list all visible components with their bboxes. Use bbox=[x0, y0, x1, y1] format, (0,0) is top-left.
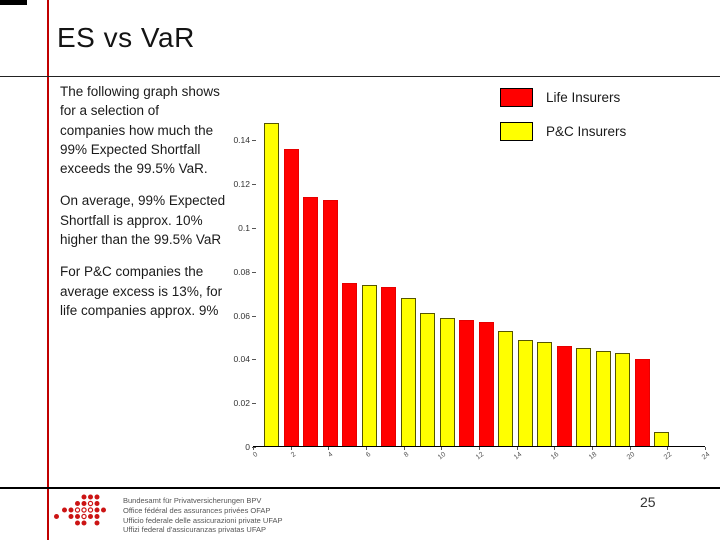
y-tick-mark bbox=[252, 403, 256, 405]
y-tick-label: 0 bbox=[245, 442, 250, 452]
x-tick-label: 20 bbox=[625, 451, 636, 462]
chart-bar bbox=[420, 313, 435, 447]
chart-legend: Life Insurers P&C Insurers bbox=[500, 88, 626, 156]
chart-bar bbox=[459, 320, 474, 447]
footer-org-line: Office fédéral des assurances privées OF… bbox=[123, 505, 271, 515]
header-divider bbox=[0, 76, 720, 77]
chart-bar bbox=[303, 197, 318, 447]
legend-row: P&C Insurers bbox=[500, 122, 626, 141]
legend-label: P&C Insurers bbox=[546, 124, 627, 139]
y-tick-mark bbox=[252, 447, 256, 448]
chart-bar bbox=[361, 285, 377, 447]
bpv-logo bbox=[54, 494, 106, 526]
chart-bar bbox=[342, 283, 357, 447]
chart-bar bbox=[264, 123, 279, 447]
x-tick-mark bbox=[479, 447, 480, 450]
chart-bar bbox=[654, 432, 669, 447]
chart-bar bbox=[283, 149, 299, 447]
y-tick-mark bbox=[252, 228, 256, 229]
footer-org-line: Ufficio federale delle assicurazioni pri… bbox=[123, 515, 283, 525]
x-tick-mark bbox=[403, 447, 405, 450]
x-tick-label: 18 bbox=[587, 451, 599, 462]
chart-bar bbox=[322, 200, 338, 447]
footer-divider bbox=[0, 487, 720, 489]
chart-bar bbox=[439, 318, 455, 447]
chart-bar bbox=[556, 346, 572, 447]
footer-org-text: Bundesamt für Privatversicherungen BPV Of… bbox=[123, 496, 283, 535]
footer-org-line: Bundesamt für Privatversicherungen BPV bbox=[123, 496, 262, 505]
x-tick-mark bbox=[253, 447, 254, 450]
x-tick-mark bbox=[592, 447, 593, 450]
legend-swatch bbox=[500, 122, 533, 141]
y-tick-mark bbox=[252, 140, 256, 142]
y-tick-mark bbox=[252, 315, 256, 317]
x-tick-mark bbox=[290, 447, 292, 450]
y-tick-label: 0.02 bbox=[233, 398, 250, 409]
body-paragraph: The following graph shows for a selectio… bbox=[60, 84, 220, 177]
legend-label: Life Insurers bbox=[546, 90, 621, 105]
x-tick-mark bbox=[441, 447, 443, 450]
y-tick-label: 0.08 bbox=[233, 266, 250, 277]
y-tick-label: 0.06 bbox=[233, 310, 250, 321]
y-tick-mark bbox=[252, 184, 256, 186]
corner-accent-bar bbox=[0, 0, 27, 5]
x-tick-label: 2 bbox=[289, 451, 297, 459]
slide-title: ES vs VaR bbox=[57, 22, 195, 53]
x-tick-label: 24 bbox=[700, 451, 712, 462]
legend-swatch bbox=[500, 88, 533, 107]
chart-bar bbox=[537, 342, 552, 447]
red-accent-line bbox=[47, 0, 49, 540]
x-tick-label: 4 bbox=[327, 451, 335, 459]
body-paragraph: On average, 99% Expected Shortfall is ap… bbox=[60, 193, 226, 248]
x-tick-mark bbox=[516, 447, 518, 450]
y-tick-label: 0.1 bbox=[238, 223, 250, 233]
chart-bar bbox=[381, 287, 396, 447]
x-tick-mark bbox=[554, 447, 556, 450]
y-tick-mark bbox=[252, 359, 256, 361]
chart-x-axis-line bbox=[253, 446, 705, 447]
x-tick-label: 10 bbox=[437, 451, 448, 462]
x-tick-label: 14 bbox=[512, 451, 523, 462]
y-tick-label: 0.14 bbox=[233, 135, 250, 146]
y-tick-label: 0.04 bbox=[233, 354, 250, 365]
x-tick-label: 6 bbox=[364, 451, 373, 459]
chart-bar bbox=[400, 298, 416, 447]
y-tick-mark bbox=[252, 271, 256, 273]
body-paragraph: For P&C companies the average excess is … bbox=[60, 264, 223, 318]
legend-row: Life Insurers bbox=[500, 88, 626, 107]
y-tick-label: 0.12 bbox=[233, 179, 250, 190]
x-tick-mark bbox=[366, 447, 367, 450]
x-tick-mark bbox=[629, 447, 631, 450]
page-number: 25 bbox=[640, 494, 656, 510]
chart-bar bbox=[615, 353, 630, 447]
x-tick-mark bbox=[667, 447, 669, 450]
chart-bar bbox=[634, 359, 650, 447]
x-tick-label: 12 bbox=[474, 451, 486, 462]
x-tick-label: 8 bbox=[402, 451, 410, 459]
chart-bar bbox=[517, 340, 533, 447]
x-tick-label: 22 bbox=[663, 451, 674, 462]
chart-bar bbox=[595, 351, 611, 447]
x-tick-label: 16 bbox=[550, 451, 561, 462]
x-tick-mark bbox=[705, 447, 706, 450]
chart-plot-area bbox=[264, 123, 669, 447]
chart-bar bbox=[478, 322, 494, 447]
chart-bar bbox=[576, 348, 591, 447]
x-tick-mark bbox=[328, 447, 330, 450]
chart-bar bbox=[498, 331, 513, 447]
footer-org-line: Uffizi federal d'assicuranzas privatas U… bbox=[123, 525, 267, 535]
x-tick-label: 0 bbox=[251, 451, 260, 459]
body-text-column: The following graph shows for a selectio… bbox=[60, 82, 226, 333]
